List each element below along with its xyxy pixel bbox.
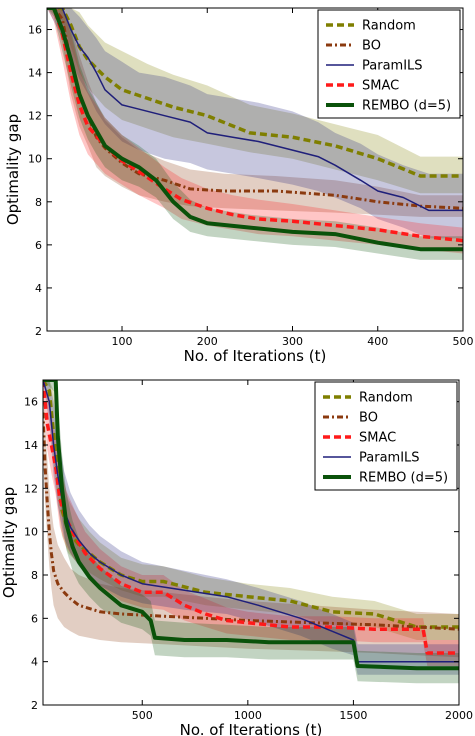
- x-tick-label: 2000: [445, 709, 473, 722]
- y-tick-label: 4: [35, 282, 42, 295]
- y-tick-label: 6: [31, 612, 38, 625]
- series-rembo-d-5-: [43, 380, 459, 671]
- legend-label: ParamILS: [362, 59, 423, 74]
- legend-label: REMBO (d=5): [359, 471, 448, 486]
- band-smac: [47, 8, 463, 254]
- band-paramils: [47, 8, 463, 239]
- x-tick-label: 1500: [339, 709, 367, 722]
- series-rembo-d-5-: [47, 8, 463, 252]
- band-smac: [43, 380, 459, 666]
- band-bo: [47, 8, 463, 217]
- plot-frame: [42, 379, 460, 706]
- y-tick-label: 6: [35, 239, 42, 252]
- y-axis-label: Optimality gap: [0, 487, 18, 598]
- y-tick-label: 12: [28, 110, 42, 123]
- legend-box: [317, 9, 461, 119]
- x-tick-label: 200: [197, 335, 218, 348]
- y-tick-label: 10: [28, 153, 42, 166]
- x-tick-label: 500: [132, 709, 153, 722]
- plot-area: [47, 8, 463, 260]
- y-tick-label: 8: [31, 569, 38, 582]
- x-axis-label: No. of Iterations (t): [184, 347, 327, 365]
- y-tick-label: 2: [35, 325, 42, 338]
- band-paramils: [43, 380, 459, 675]
- legend-label: Random: [362, 19, 416, 34]
- y-tick-label: 14: [28, 67, 42, 80]
- y-tick-label: 4: [31, 656, 38, 669]
- legend-label: REMBO (d=5): [362, 99, 451, 114]
- band-rembo-d-5-: [43, 380, 459, 684]
- chart-panel-2: 500 1000 1500 2000 2 4 6 8 10 12 14 16 No. of Iterat…: [0, 379, 473, 736]
- plot-area: [43, 380, 459, 684]
- x-tick-label: 100: [112, 335, 133, 348]
- band-random: [47, 8, 463, 194]
- legend: Random BO SMAC ParamILS REMBO (d=5): [314, 381, 458, 491]
- legend-label: Random: [359, 391, 413, 406]
- band-random: [43, 380, 459, 640]
- legend-label: SMAC: [362, 79, 399, 94]
- legend-label: BO: [359, 411, 378, 426]
- legend: Random BO ParamILS SMAC REMBO (d=5): [317, 9, 461, 119]
- x-axis-label: No. of Iterations (t): [180, 721, 323, 736]
- y-tick-label: 16: [28, 24, 42, 37]
- legend-label: SMAC: [359, 431, 396, 446]
- plot-frame: [46, 7, 464, 332]
- series-random: [47, 8, 463, 178]
- x-tick-label: 400: [367, 335, 388, 348]
- y-tick-label: 14: [24, 439, 38, 452]
- legend-label: ParamILS: [359, 451, 420, 466]
- y-tick-label: 10: [24, 526, 38, 539]
- y-tick-label: 2: [31, 699, 38, 712]
- legend-label: BO: [362, 39, 381, 54]
- series-paramils: [43, 380, 459, 663]
- chart-panel-1: 100 200 300 400 500 2 4 6 8 10 12 14 16 No. of Iterat…: [4, 7, 474, 365]
- y-tick-label: 8: [35, 196, 42, 209]
- y-axis-label: Optimality gap: [4, 114, 22, 225]
- y-tick-label: 12: [24, 482, 38, 495]
- series-paramils: [47, 8, 463, 212]
- y-tick-label: 16: [24, 396, 38, 409]
- x-tick-label: 300: [282, 335, 303, 348]
- x-tick-label: 1000: [234, 709, 262, 722]
- x-tick-label: 500: [453, 335, 474, 348]
